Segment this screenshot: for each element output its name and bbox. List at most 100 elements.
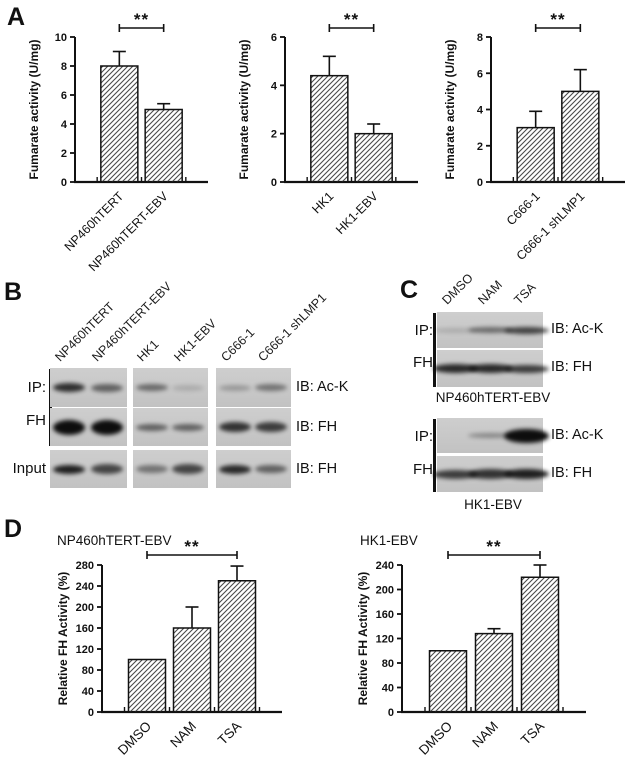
x-category-label: NAM [469,719,501,751]
blot-strip [50,450,127,488]
protein-band [468,469,513,479]
y-tick-label: 240 [76,581,94,593]
protein-band [91,464,123,474]
panel-c-group2-fh-label: FH [413,461,433,478]
y-axis-label: Fumarate activity (U/mg) [443,39,457,179]
x-category-label: NP460hTERT-EBV [86,189,171,274]
y-tick-label: 2 [477,141,483,153]
bar-TSA [520,576,560,713]
fh-activity-chart-np460ebv: NP460hTERT-EBV 0 40 80 120 160 200 240 280 Relati… [18,514,318,760]
blot-strip [50,368,127,407]
bar-NP460hTERT-EBV [144,108,183,183]
panel-c-group2-ip-label: IP: [414,428,433,445]
panel-b-input-label: Input [12,460,46,477]
x-category-label: C666-1 [504,189,543,228]
y-tick-label: 40 [382,683,394,695]
y-tick-label: 200 [76,602,94,614]
protein-band [504,327,549,334]
protein-band [255,384,287,391]
protein-band [468,327,513,333]
y-axis-label: Fumarate activity (U/mg) [27,39,41,179]
y-axis-label: Fumarate activity (U/mg) [237,39,251,179]
blot-strip [216,450,291,488]
panel-b-label: B [4,278,23,306]
protein-band [468,364,513,373]
y-tick-label: 6 [61,90,67,102]
y-tick-label: 8 [477,32,483,44]
x-category-label: TSA [215,719,244,748]
bar-NP460hTERT [100,65,139,183]
y-tick-label: 0 [61,177,67,189]
y-tick-label: 40 [82,686,94,698]
panel-b-ib-fh2-label: IB: FH [296,461,338,477]
lane-label: HK1 [134,337,162,365]
protein-band [219,422,251,432]
chart-title: HK1-EBV [360,533,418,548]
y-tick-label: 120 [76,644,94,656]
x-category-label: NAM [167,719,199,751]
panel-c-group2-caption: HK1-EBV [464,497,522,512]
lane-label: HK1-EBV [171,316,220,365]
panel-b-ib-ack-label: IB: Ac-K [296,379,349,395]
bar-C666-1 [516,126,555,183]
significance-stars: ** [486,537,501,556]
significance-stars: ** [550,10,565,29]
y-tick-label: 200 [376,585,394,597]
bar-HK1-EBV [354,132,393,183]
y-tick-label: 0 [271,177,277,189]
bar-chart-svg-A1: 0 2 4 6 8 10 Fumarate activity (U/mg) NP460hTER… [27,10,208,274]
protein-band [504,469,549,479]
panel-c-group2-ib-fh-label: IB: FH [551,465,593,481]
blot-strip [133,368,208,407]
panel-c-group2-ib-ack-label: IB: Ac-K [551,427,604,443]
y-tick-label: 8 [61,61,67,73]
y-tick-label: 2 [271,129,277,141]
protein-band [219,385,251,391]
protein-band [433,364,478,373]
y-tick-label: 160 [376,609,394,621]
panel-c-group2-bracket-line [433,419,436,492]
significance-stars: ** [184,537,199,556]
blot-strip [216,408,291,446]
y-tick-label: 6 [477,68,483,80]
x-category-label: HK1 [309,189,336,216]
protein-band [136,384,168,391]
protein-band [433,470,478,479]
blot-strip [433,312,549,348]
y-tick-label: 160 [76,623,94,635]
y-tick-label: 6 [271,32,277,44]
panel-c-group1-caption: NP460hTERT-EBV [435,390,551,405]
bar-chart-svg-D1: NP460hTERT-EBV 0 40 80 120 160 200 240 280 Relati… [56,533,282,758]
protein-band [136,465,168,473]
protein-band [255,465,287,473]
protein-band [504,365,549,373]
y-tick-label: 0 [388,707,394,719]
bar-DMSO [127,658,167,713]
protein-band [53,465,85,474]
protein-band [91,420,123,435]
panel-b-ip-bracket-line [49,369,52,446]
lane-label: TSA [511,280,539,308]
bar-HK1 [310,74,349,183]
protein-band [172,464,204,474]
y-tick-label: 80 [382,658,394,670]
y-tick-label: 0 [477,177,483,189]
bar-DMSO [428,650,468,713]
blot-strip [216,368,291,407]
fumarate-chart-np460: 0 2 4 6 8 10 Fumarate activity (U/mg) NP460hTER… [0,4,212,274]
lane-label: NAM [475,277,505,308]
y-tick-label: 4 [271,80,278,92]
lane-label: C666-1 shLMP1 [255,290,330,365]
y-tick-label: 4 [477,105,484,117]
protein-band [172,424,204,431]
chart-title: NP460hTERT-EBV [57,533,172,548]
panel-c-group1-bracket-line [433,313,436,387]
panel-c-label: C [400,276,419,304]
protein-band [172,385,204,391]
panel-c-group1-ip-label: IP: [414,322,433,339]
fumarate-chart-c666: 0 2 4 6 8 Fumarate activity (U/mg) C666-1 C666-… [417,4,629,263]
y-tick-label: 240 [376,560,394,572]
x-category-label: TSA [518,719,547,748]
y-tick-label: 0 [88,707,94,719]
